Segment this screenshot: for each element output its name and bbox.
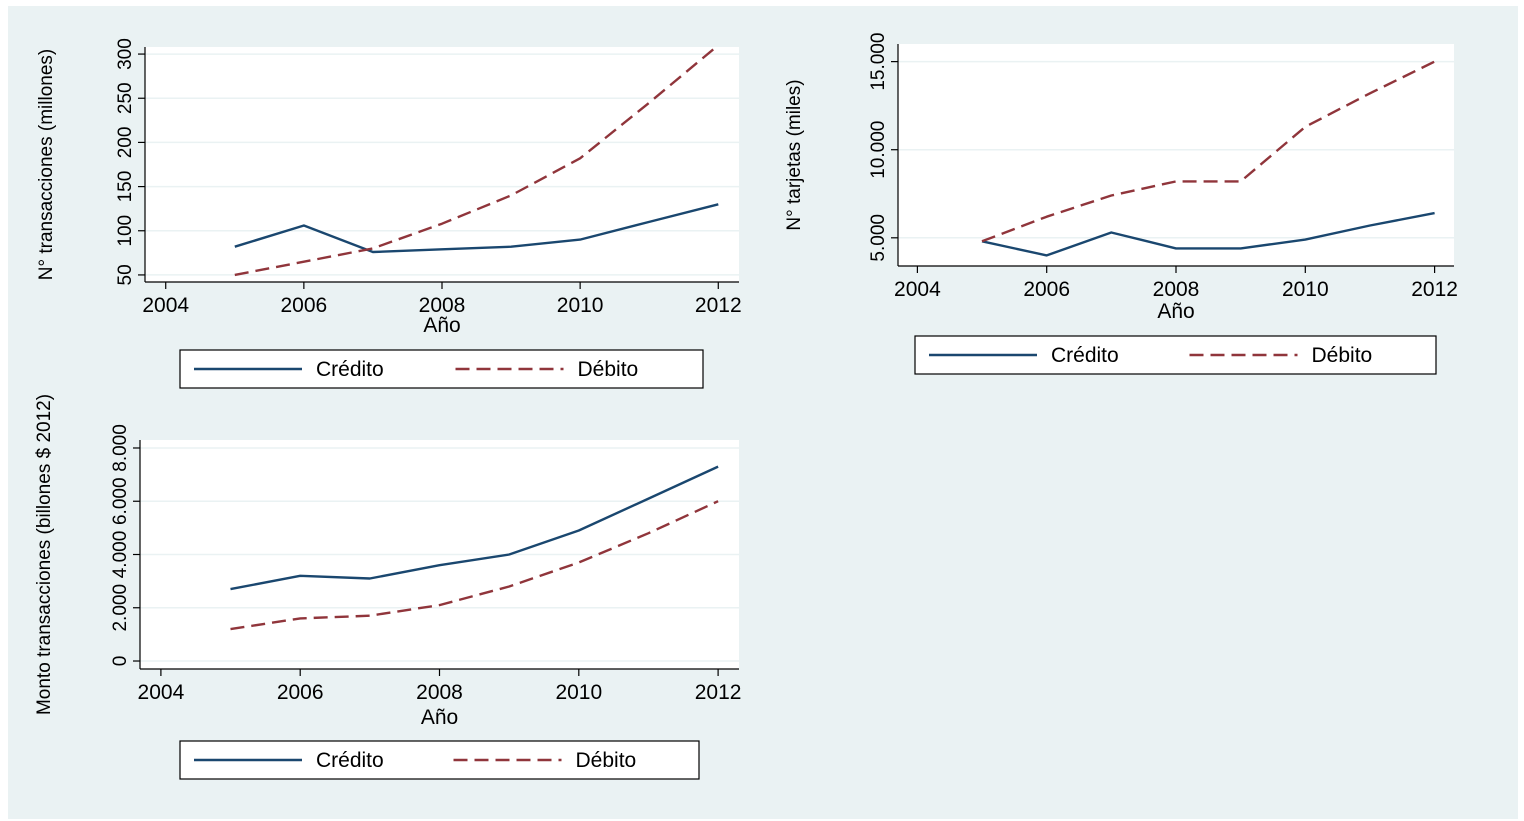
y-tick-label: 100 [115, 215, 136, 247]
plot-area [145, 47, 739, 282]
x-tick-label: 2008 [419, 294, 466, 317]
x-axis-title: Año [1157, 300, 1194, 323]
legend: Crédito Débito [914, 335, 1437, 375]
x-axis-title: Año [421, 706, 458, 729]
y-tick-label: 250 [115, 82, 136, 114]
y-tick-label: 300 [115, 38, 136, 70]
series-line-credito [981, 211, 1435, 257]
x-tick-label: 2004 [142, 294, 189, 317]
chart-tarjetas: 5.000 10.000 15.000 2004 2006 2008 2010 2012 Año… [784, 33, 1458, 375]
legend-label: Crédito [1051, 344, 1119, 367]
y-tick-label: 0 [110, 656, 131, 667]
series-line-debito [981, 60, 1436, 243]
y-tick-label: 8.000 [110, 424, 131, 472]
y-tick-label: 5.000 [868, 214, 889, 262]
x-tick-label: 2004 [138, 681, 185, 704]
x-tick-label: 2010 [1282, 278, 1329, 301]
x-tick-label: 2008 [1153, 278, 1200, 301]
x-tick-label: 2004 [894, 278, 941, 301]
legend: Crédito Débito [179, 740, 700, 780]
y-axis-title: N° transacciones (millones) [36, 49, 57, 280]
legend-label: Débito [578, 358, 639, 381]
x-tick-label: 2012 [695, 294, 742, 317]
y-tick-label: 10.000 [868, 121, 889, 179]
legend-label: Crédito [316, 358, 384, 381]
x-axis-title: Año [423, 314, 460, 337]
x-tick-label: 2010 [555, 681, 602, 704]
y-tick-label: 15.000 [868, 33, 889, 91]
x-tick-label: 2012 [695, 681, 742, 704]
y-tick-label: 2.000 [110, 584, 131, 632]
series-line-credito [234, 203, 719, 254]
series-line-credito [230, 465, 719, 591]
x-tick-label: 2006 [1023, 278, 1070, 301]
y-tick-label: 200 [115, 127, 136, 159]
legend-label: Débito [1312, 344, 1373, 367]
y-tick-label: 4.000 [110, 531, 131, 579]
x-tick-label: 2012 [1411, 278, 1458, 301]
x-tick-label: 2006 [281, 294, 328, 317]
chart-transacciones: 50 100 150 200 250 300 2004 2006 2008 2010 2012 Año… [36, 38, 742, 389]
x-tick-label: 2006 [277, 681, 324, 704]
x-tick-label: 2008 [416, 681, 463, 704]
legend: Crédito Débito [179, 349, 704, 389]
y-axis-title: N° tarjetas (miles) [784, 79, 805, 230]
y-tick-label: 150 [115, 171, 136, 203]
legend-label: Crédito [316, 749, 384, 772]
y-tick-label: 50 [115, 264, 136, 285]
y-axis-title: Monto transacciones (billones $ 2012) [34, 394, 55, 715]
x-tick-label: 2010 [557, 294, 604, 317]
plot-area [898, 44, 1454, 266]
y-tick-label: 6.000 [110, 477, 131, 525]
legend-label: Débito [576, 749, 637, 772]
chart-monto: 0 2.000 4.000 6.000 8.000 2004 2006 2008 2010 201… [34, 394, 742, 780]
